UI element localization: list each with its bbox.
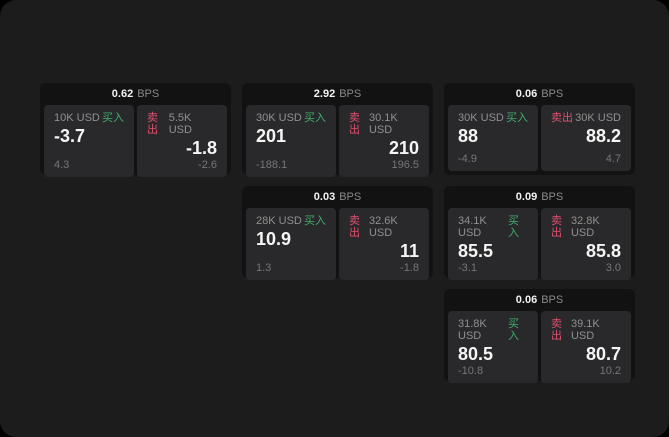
sell-quote-value: 85.8 <box>585 241 621 262</box>
buy-quote-panel[interactable]: 30K USD 买入 88 -4.9 <box>448 105 538 171</box>
quote-panels: 34.1K USD 买入 85.5 -3.1 卖出 32.8K USD 85.8… <box>444 208 635 284</box>
buy-quote-value: 88 <box>458 126 479 147</box>
buy-side-label: 买入 <box>102 112 124 124</box>
bps-value: 2.92 <box>313 87 336 100</box>
bps-value: 0.03 <box>313 190 336 203</box>
sell-quote-value: 11 <box>399 241 419 262</box>
buy-quote-panel[interactable]: 34.1K USD 买入 85.5 -3.1 <box>448 208 538 281</box>
sell-quote-panel[interactable]: 卖出 30K USD 88.2 4.7 <box>541 105 631 171</box>
bps-value: 0.62 <box>111 87 134 100</box>
sell-quote-delta: 10.2 <box>599 364 621 377</box>
buy-quote-panel[interactable]: 30K USD 买入 201 -188.1 <box>246 105 336 178</box>
sell-side-label: 卖出 <box>551 318 562 343</box>
sell-quote-delta: -1.8 <box>400 261 419 274</box>
sell-amount: 30K USD <box>575 112 621 124</box>
bps-value: 0.09 <box>515 190 538 203</box>
quote-panels: 31.8K USD 买入 80.5 -10.8 卖出 39.1K USD 80.… <box>444 311 635 387</box>
quote-card: 0.09 BPS 34.1K USD 买入 85.5 -3.1 卖出 32.8K… <box>444 186 635 281</box>
bps-value: 0.06 <box>515 293 538 306</box>
sell-quote-panel[interactable]: 卖出 39.1K USD 80.7 10.2 <box>541 311 631 384</box>
buy-amount: 30K USD <box>458 112 504 124</box>
sell-quote-value: 80.7 <box>585 344 621 365</box>
quote-panels: 30K USD 买入 201 -188.1 卖出 30.1K USD 210 1… <box>242 105 433 181</box>
sell-quote-value: -1.8 <box>185 138 217 159</box>
bps-header: 0.06 BPS <box>444 83 635 105</box>
quote-panels: 28K USD 买入 10.9 1.3 卖出 32.6K USD 11 -1.8 <box>242 208 433 284</box>
sell-amount: 32.8K USD <box>570 215 600 240</box>
buy-side-label: 买入 <box>508 318 520 343</box>
buy-side-label: 买入 <box>304 215 326 227</box>
bps-value: 0.06 <box>515 87 538 100</box>
sell-quote-panel[interactable]: 卖出 32.6K USD 11 -1.8 <box>339 208 429 281</box>
sell-side-label: 卖出 <box>551 112 573 124</box>
buy-amount: 28K USD <box>256 215 302 227</box>
sell-amount: 5.5K USD <box>168 112 192 137</box>
sell-quote-value: 88.2 <box>585 126 621 147</box>
buy-quote-value: 10.9 <box>256 229 292 250</box>
sell-side-label: 卖出 <box>147 112 158 137</box>
sell-side-label: 卖出 <box>349 215 360 240</box>
bps-unit-label: BPS <box>339 87 362 100</box>
sell-quote-delta: 3.0 <box>605 261 621 274</box>
buy-side-label: 买入 <box>506 112 528 124</box>
buy-quote-delta: -3.1 <box>458 261 477 274</box>
quote-card: 0.03 BPS 28K USD 买入 10.9 1.3 卖出 32.6K US… <box>242 186 433 281</box>
buy-quote-delta: -4.9 <box>458 152 477 165</box>
quote-panels: 30K USD 买入 88 -4.9 卖出 30K USD 88.2 4.7 <box>444 105 635 175</box>
buy-quote-delta: 1.3 <box>256 261 272 274</box>
bps-unit-label: BPS <box>541 87 564 100</box>
buy-quote-delta: -10.8 <box>458 364 484 377</box>
bps-header: 0.06 BPS <box>444 289 635 311</box>
sell-quote-panel[interactable]: 卖出 32.8K USD 85.8 3.0 <box>541 208 631 281</box>
buy-amount: 34.1K USD <box>458 215 487 240</box>
buy-side-label: 买入 <box>304 112 326 124</box>
buy-quote-delta: -188.1 <box>256 158 288 171</box>
buy-quote-value: 80.5 <box>458 344 494 365</box>
buy-quote-value: 85.5 <box>458 241 494 262</box>
sell-quote-panel[interactable]: 卖出 30.1K USD 210 196.5 <box>339 105 429 178</box>
buy-side-label: 买入 <box>508 215 520 240</box>
quote-card: 0.06 BPS 30K USD 买入 88 -4.9 卖出 30K USD 8… <box>444 83 635 175</box>
buy-quote-value: -3.7 <box>54 126 86 147</box>
quote-card: 0.06 BPS 31.8K USD 买入 80.5 -10.8 卖出 39.1… <box>444 289 635 384</box>
quote-panels: 10K USD 买入 -3.7 4.3 卖出 5.5K USD -1.8 -2.… <box>40 105 231 181</box>
bps-unit-label: BPS <box>339 190 362 203</box>
buy-amount: 31.8K USD <box>458 318 487 343</box>
sell-quote-delta: 4.7 <box>605 152 621 165</box>
sell-amount: 30.1K USD <box>368 112 398 137</box>
bps-header: 0.62 BPS <box>40 83 231 105</box>
sell-quote-value: 210 <box>388 138 419 159</box>
sell-quote-delta: 196.5 <box>391 158 419 171</box>
sell-quote-delta: -2.6 <box>198 158 217 171</box>
sell-side-label: 卖出 <box>349 112 360 137</box>
buy-quote-panel[interactable]: 10K USD 买入 -3.7 4.3 <box>44 105 134 178</box>
buy-quote-value: 201 <box>256 126 287 147</box>
quote-card: 2.92 BPS 30K USD 买入 201 -188.1 卖出 30.1K … <box>242 83 433 178</box>
buy-quote-delta: 4.3 <box>54 158 70 171</box>
buy-amount: 10K USD <box>54 112 100 124</box>
bps-unit-label: BPS <box>541 293 564 306</box>
buy-quote-panel[interactable]: 31.8K USD 买入 80.5 -10.8 <box>448 311 538 384</box>
buy-amount: 30K USD <box>256 112 302 124</box>
bps-unit-label: BPS <box>541 190 564 203</box>
buy-quote-panel[interactable]: 28K USD 买入 10.9 1.3 <box>246 208 336 281</box>
quote-card: 0.62 BPS 10K USD 买入 -3.7 4.3 卖出 5.5K USD… <box>40 83 231 178</box>
bps-header: 0.09 BPS <box>444 186 635 208</box>
bps-header: 0.03 BPS <box>242 186 433 208</box>
bps-unit-label: BPS <box>137 87 160 100</box>
bps-header: 2.92 BPS <box>242 83 433 105</box>
sell-side-label: 卖出 <box>551 215 562 240</box>
sell-amount: 32.6K USD <box>368 215 398 240</box>
sell-amount: 39.1K USD <box>570 318 600 343</box>
sell-quote-panel[interactable]: 卖出 5.5K USD -1.8 -2.6 <box>137 105 227 178</box>
